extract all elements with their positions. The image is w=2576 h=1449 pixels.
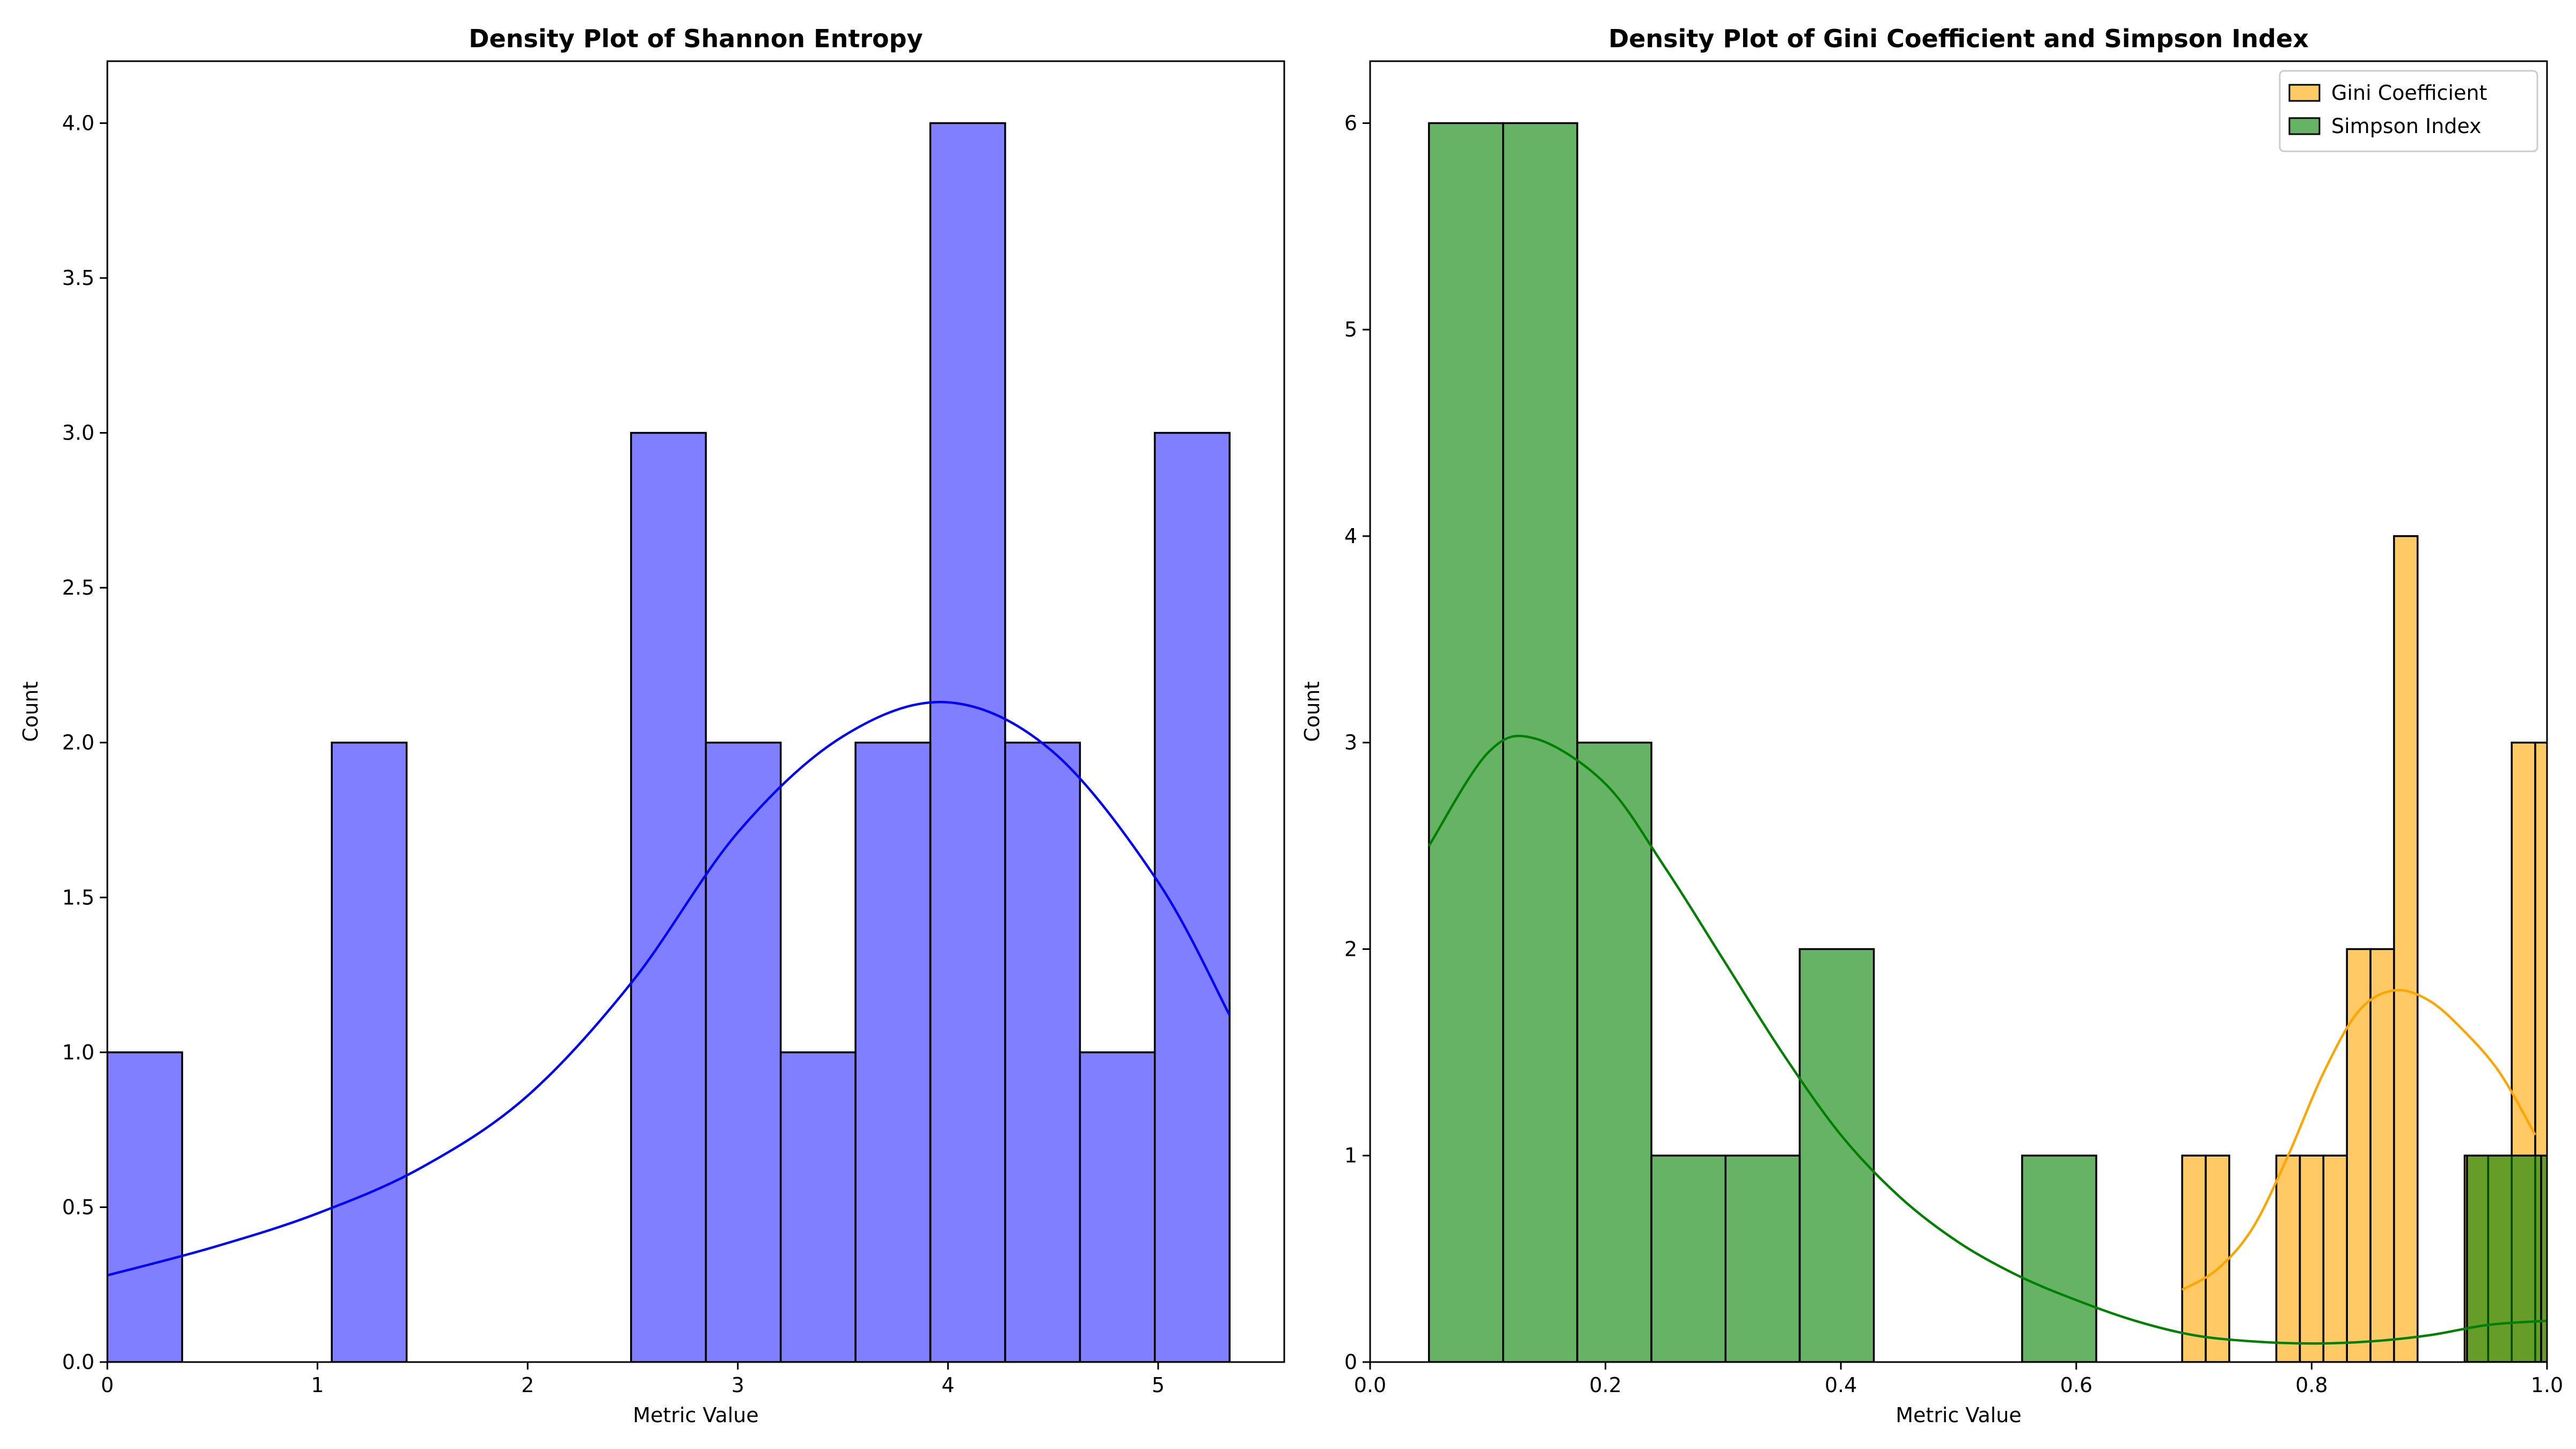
plot-area	[1428, 122, 2547, 1362]
histogram-bar	[2181, 1154, 2207, 1362]
y-tick-label: 1	[1344, 1144, 1357, 1167]
y-tick-label: 1.0	[62, 1041, 94, 1064]
plot-area	[107, 122, 1231, 1362]
y-tick-label: 3.5	[62, 266, 94, 290]
y-axis-label: Count	[19, 682, 42, 742]
x-tick-label: 1.0	[2531, 1373, 2563, 1397]
chart-panel-1: 0 1 2 3 4 5 0.0 0.5 1.0 1.5 2.0 2.5 3.0 3.5 4.0 Density…	[19, 24, 1285, 1427]
axes-frame	[106, 60, 1285, 1363]
legend-swatch	[2288, 84, 2321, 102]
series-simpson-index	[1428, 122, 2547, 1362]
histogram-bar	[1428, 122, 1504, 1362]
histogram-bar	[854, 741, 932, 1362]
kde-line	[107, 700, 1231, 1277]
histogram-bar	[1154, 431, 1231, 1362]
histogram-bar	[1798, 948, 1875, 1362]
x-tick-label: 5	[1152, 1373, 1165, 1397]
y-tick-label: 4	[1344, 524, 1357, 548]
x-tick-label: 0.4	[1825, 1373, 1857, 1397]
kde-line	[2182, 989, 2537, 1291]
x-tick-label: 0.0	[1354, 1373, 1386, 1397]
y-tick-label: 2	[1344, 937, 1357, 961]
x-axis-label: Metric Value	[633, 1403, 759, 1427]
chart-panel-2: 0.0 0.2 0.4 0.6 0.8 1.0 0 1 2 3 4 5 6 Density Plot of…	[1300, 24, 2563, 1427]
histogram-bar	[1502, 122, 1578, 1362]
x-tick-label: 0.6	[2060, 1373, 2092, 1397]
histogram-bar	[2393, 535, 2419, 1362]
legend: Gini Coefficient Simpson Index	[2279, 70, 2538, 152]
y-tick-label: 3.0	[62, 421, 94, 445]
y-tick-label: 0	[1344, 1350, 1357, 1374]
histogram-bar	[705, 741, 782, 1362]
axes-frame	[1369, 60, 2548, 1363]
histogram-bar	[630, 431, 707, 1362]
kde-line	[1428, 735, 2547, 1345]
histogram-bar	[2205, 1154, 2230, 1362]
histogram-bar	[1079, 1051, 1156, 1362]
y-axis-label: Count	[1300, 682, 1324, 742]
y-tick-label: 3	[1344, 731, 1357, 755]
histogram-bar	[2021, 1154, 2097, 1362]
y-tick-label: 0.0	[62, 1350, 94, 1374]
legend-label: Gini Coefficient	[2331, 81, 2487, 105]
y-tick-label: 1.5	[62, 885, 94, 909]
histogram-bar	[1650, 1154, 1727, 1362]
legend-swatch	[2288, 117, 2321, 135]
chart-title: Density Plot of Gini Coefficient and Sim…	[1608, 24, 2309, 53]
x-tick-label: 0.2	[1589, 1373, 1621, 1397]
histogram-bar	[929, 122, 1006, 1362]
chart-title: Density Plot of Shannon Entropy	[469, 24, 923, 53]
x-tick-label: 0	[101, 1373, 114, 1397]
y-tick-label: 2.0	[62, 731, 94, 755]
histogram-bar	[331, 741, 408, 1362]
y-tick-label: 6	[1344, 111, 1357, 135]
histogram-bar	[107, 1051, 184, 1362]
histogram-bar	[779, 1051, 857, 1362]
y-tick-label: 5	[1344, 318, 1357, 341]
x-tick-label: 3	[731, 1373, 744, 1397]
series-1	[107, 122, 1231, 1362]
legend-box	[2279, 70, 2538, 152]
x-tick-label: 4	[941, 1373, 954, 1397]
histogram-bar	[2466, 1154, 2542, 1362]
histogram-bar	[1724, 1154, 1801, 1362]
x-tick-label: 1	[311, 1373, 324, 1397]
y-tick-label: 4.0	[62, 111, 94, 135]
histogram-bar	[2540, 1154, 2547, 1362]
histogram-bar	[1576, 741, 1652, 1362]
histogram-bar	[2322, 1154, 2348, 1362]
histogram-bar	[2275, 1154, 2301, 1362]
x-axis-label: Metric Value	[1896, 1403, 2022, 1427]
legend-label: Simpson Index	[2331, 114, 2482, 138]
histogram-bar	[2299, 1154, 2325, 1362]
histogram-bar	[2369, 948, 2395, 1362]
x-tick-label: 2	[521, 1373, 534, 1397]
x-tick-label: 0.8	[2295, 1373, 2328, 1397]
y-tick-label: 2.5	[62, 576, 94, 599]
y-tick-label: 0.5	[62, 1195, 94, 1219]
histogram-bar	[1004, 741, 1081, 1362]
